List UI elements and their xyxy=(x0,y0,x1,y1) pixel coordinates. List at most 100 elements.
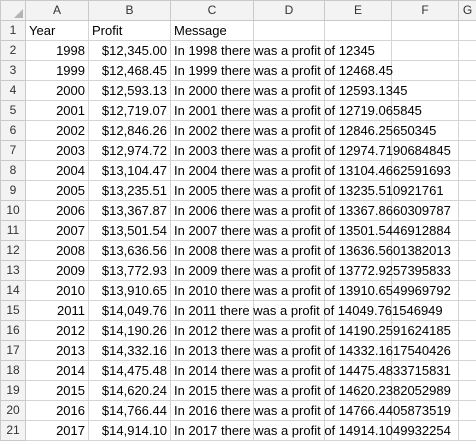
row-header[interactable]: 3 xyxy=(0,60,26,81)
cell-empty[interactable] xyxy=(458,420,476,441)
cell-message[interactable]: In 2016 there was a profit of 14766.4405… xyxy=(170,400,451,421)
cell-message[interactable]: In 2008 there was a profit of 13636.5601… xyxy=(170,240,451,261)
cell-message[interactable]: In 2003 there was a profit of 12974.7190… xyxy=(170,140,451,161)
cell-message[interactable]: In 2011 there was a profit of 14049.7615… xyxy=(170,300,443,321)
cell-empty[interactable] xyxy=(458,100,476,121)
row-header[interactable]: 15 xyxy=(0,300,26,321)
column-header-a[interactable]: A xyxy=(25,0,89,21)
row-header[interactable]: 4 xyxy=(0,80,26,101)
cell-empty[interactable] xyxy=(253,20,325,41)
cell-profit[interactable]: $12,974.72 xyxy=(88,140,171,161)
cell-profit[interactable]: $12,719.07 xyxy=(88,100,171,121)
cell-year[interactable]: 1999 xyxy=(25,60,89,81)
cell-year[interactable]: 2007 xyxy=(25,220,89,241)
cell-profit[interactable]: $12,468.45 xyxy=(88,60,171,81)
cell-empty[interactable] xyxy=(458,40,476,61)
cell-empty[interactable] xyxy=(458,160,476,181)
cell-year[interactable]: 2013 xyxy=(25,340,89,361)
row-header[interactable]: 18 xyxy=(0,360,26,381)
cell-profit[interactable]: $14,475.48 xyxy=(88,360,171,381)
cell-message-header[interactable]: Message xyxy=(170,20,254,41)
cell-year[interactable]: 2015 xyxy=(25,380,89,401)
cell-message[interactable]: In 2007 there was a profit of 13501.5446… xyxy=(170,220,451,241)
cell-empty[interactable] xyxy=(458,400,476,421)
cell-year[interactable]: 2006 xyxy=(25,200,89,221)
cell-empty[interactable] xyxy=(458,80,476,101)
cell-year[interactable]: 2005 xyxy=(25,180,89,201)
cell-message[interactable]: In 2009 there was a profit of 13772.9257… xyxy=(170,260,451,281)
cell-year-header[interactable]: Year xyxy=(25,20,89,41)
cell-message[interactable]: In 2012 there was a profit of 14190.2591… xyxy=(170,320,451,341)
row-header[interactable]: 7 xyxy=(0,140,26,161)
cell-empty[interactable] xyxy=(458,280,476,301)
row-header[interactable]: 1 xyxy=(0,20,26,41)
column-header-e[interactable]: E xyxy=(324,0,392,21)
cell-year[interactable]: 2002 xyxy=(25,120,89,141)
cell-message[interactable]: In 2010 there was a profit of 13910.6549… xyxy=(170,280,451,301)
row-header[interactable]: 21 xyxy=(0,420,26,441)
row-header[interactable]: 14 xyxy=(0,280,26,301)
cell-empty[interactable] xyxy=(458,360,476,381)
select-all-corner[interactable] xyxy=(0,0,26,21)
row-header[interactable]: 16 xyxy=(0,320,26,341)
cell-empty[interactable] xyxy=(458,60,476,81)
cell-empty[interactable] xyxy=(391,60,459,81)
cell-empty[interactable] xyxy=(458,320,476,341)
column-header-c[interactable]: C xyxy=(170,0,254,21)
cell-profit[interactable]: $12,345.00 xyxy=(88,40,171,61)
cell-profit[interactable]: $14,766.44 xyxy=(88,400,171,421)
row-header[interactable]: 17 xyxy=(0,340,26,361)
row-header[interactable]: 13 xyxy=(0,260,26,281)
cell-profit[interactable]: $14,190.26 xyxy=(88,320,171,341)
cell-profit[interactable]: $13,501.54 xyxy=(88,220,171,241)
cell-message[interactable]: In 2002 there was a profit of 12846.2565… xyxy=(170,120,436,141)
cell-year[interactable]: 2004 xyxy=(25,160,89,181)
cell-empty[interactable] xyxy=(458,220,476,241)
column-header-b[interactable]: B xyxy=(88,0,171,21)
cell-profit[interactable]: $13,235.51 xyxy=(88,180,171,201)
cell-empty[interactable] xyxy=(458,120,476,141)
cell-profit[interactable]: $13,910.65 xyxy=(88,280,171,301)
cell-empty[interactable] xyxy=(458,20,476,41)
cell-year[interactable]: 2012 xyxy=(25,320,89,341)
cell-profit[interactable]: $14,049.76 xyxy=(88,300,171,321)
cell-message[interactable]: In 2015 there was a profit of 14620.2382… xyxy=(170,380,451,401)
cell-year[interactable]: 2009 xyxy=(25,260,89,281)
cell-empty[interactable] xyxy=(458,240,476,261)
row-header[interactable]: 20 xyxy=(0,400,26,421)
cell-profit[interactable]: $13,772.93 xyxy=(88,260,171,281)
cell-year[interactable]: 2008 xyxy=(25,240,89,261)
cell-profit[interactable]: $14,914.10 xyxy=(88,420,171,441)
cell-message[interactable]: In 2013 there was a profit of 14332.1617… xyxy=(170,340,451,361)
row-header[interactable]: 9 xyxy=(0,180,26,201)
cell-empty[interactable] xyxy=(324,20,392,41)
row-header[interactable]: 19 xyxy=(0,380,26,401)
cell-empty[interactable] xyxy=(391,20,459,41)
row-header[interactable]: 12 xyxy=(0,240,26,261)
cell-year[interactable]: 2010 xyxy=(25,280,89,301)
cell-profit[interactable]: $13,636.56 xyxy=(88,240,171,261)
cell-message[interactable]: In 2004 there was a profit of 13104.4662… xyxy=(170,160,451,181)
cell-year[interactable]: 2016 xyxy=(25,400,89,421)
row-header[interactable]: 8 xyxy=(0,160,26,181)
cell-message[interactable]: In 2014 there was a profit of 14475.4833… xyxy=(170,360,451,381)
cell-profit[interactable]: $12,593.13 xyxy=(88,80,171,101)
column-header-f[interactable]: F xyxy=(391,0,459,21)
cell-empty[interactable] xyxy=(458,180,476,201)
cell-empty[interactable] xyxy=(458,260,476,281)
cell-empty[interactable] xyxy=(458,200,476,221)
row-header[interactable]: 6 xyxy=(0,120,26,141)
cell-year[interactable]: 2003 xyxy=(25,140,89,161)
cell-message[interactable]: In 2001 there was a profit of 12719.0658… xyxy=(170,100,422,121)
cell-profit[interactable]: $14,620.24 xyxy=(88,380,171,401)
cell-year[interactable]: 2014 xyxy=(25,360,89,381)
cell-profit[interactable]: $12,846.26 xyxy=(88,120,171,141)
cell-message[interactable]: In 2000 there was a profit of 12593.1345 xyxy=(170,80,407,101)
cell-year[interactable]: 2000 xyxy=(25,80,89,101)
cell-message[interactable]: In 2017 there was a profit of 14914.1049… xyxy=(170,420,451,441)
cell-empty[interactable] xyxy=(458,140,476,161)
cell-message[interactable]: In 1999 there was a profit of 12468.45 xyxy=(170,60,393,81)
cell-message[interactable]: In 1998 there was a profit of 12345 xyxy=(170,40,375,61)
cell-profit[interactable]: $14,332.16 xyxy=(88,340,171,361)
